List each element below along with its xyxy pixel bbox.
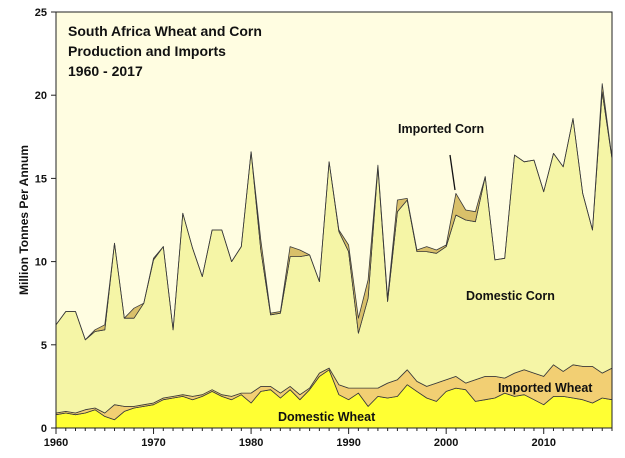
x-tick-label: 1970 bbox=[141, 437, 165, 449]
axes bbox=[51, 11, 613, 434]
x-tick-label: 2000 bbox=[434, 437, 458, 449]
y-axis-label: Million Tonnes Per Annum bbox=[17, 145, 31, 295]
chart-title-line-1: South Africa Wheat and Corn bbox=[68, 23, 262, 39]
y-tick-label: 0 bbox=[41, 423, 47, 435]
chart-title-line-3: 1960 - 2017 bbox=[68, 63, 143, 79]
annotation-imported-corn-pointer bbox=[449, 154, 456, 191]
y-tick-label: 15 bbox=[35, 173, 47, 185]
area-series-group bbox=[55, 83, 613, 429]
x-tick-label: 1960 bbox=[44, 437, 68, 449]
annotation-domestic-wheat: Domestic Wheat bbox=[278, 410, 376, 424]
x-tick-label: 1990 bbox=[336, 437, 360, 449]
annotation-imported-wheat: Imported Wheat bbox=[498, 381, 593, 395]
x-tick-labels: 1960 1970 1980 1990 2000 2010 bbox=[44, 437, 556, 449]
x-tick-label: 2010 bbox=[531, 437, 555, 449]
annotation-imported-corn: Imported Corn bbox=[398, 122, 484, 136]
chart-title-line-2: Production and Imports bbox=[68, 43, 226, 59]
plot-frame bbox=[55, 11, 613, 429]
annotation-domestic-corn: Domestic Corn bbox=[466, 289, 555, 303]
y-tick-label: 10 bbox=[35, 257, 47, 269]
y-tick-label: 20 bbox=[35, 90, 47, 102]
y-tick-labels: 0 5 10 15 20 25 bbox=[35, 7, 47, 435]
x-tick-label: 1980 bbox=[239, 437, 263, 449]
y-tick-label: 25 bbox=[35, 7, 47, 19]
y-tick-label: 5 bbox=[41, 340, 47, 352]
